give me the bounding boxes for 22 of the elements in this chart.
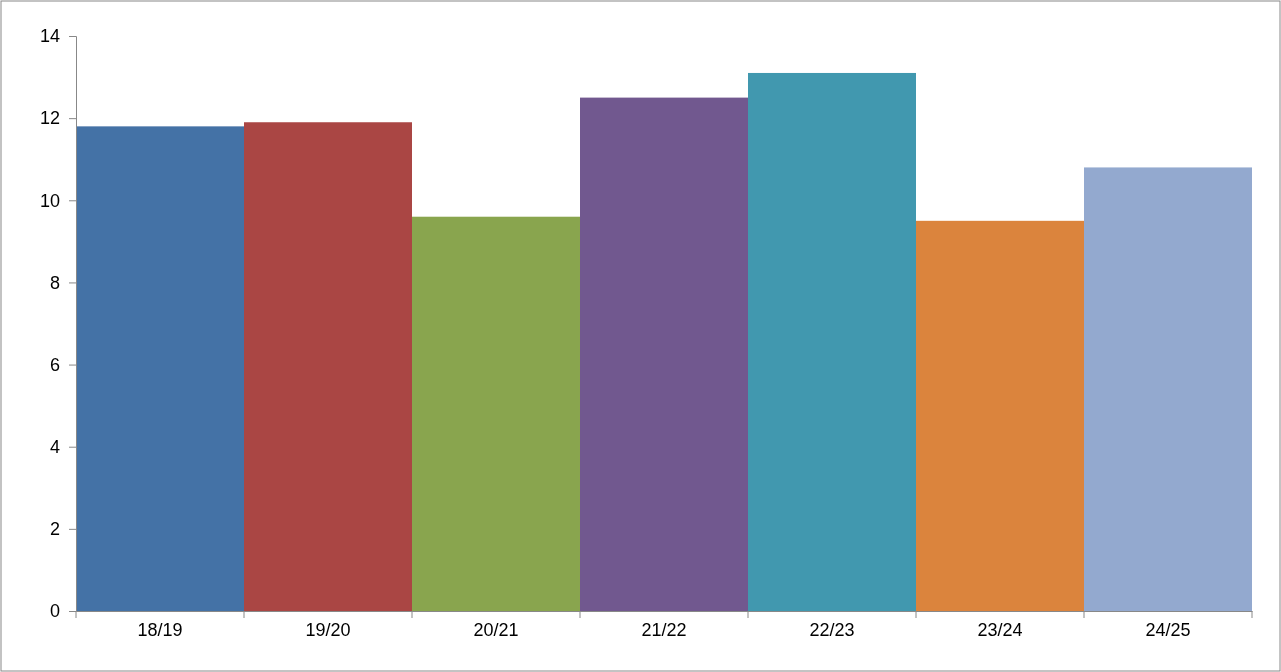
bar: [916, 220, 1084, 611]
y-tick-label: 0: [49, 601, 60, 622]
y-tick-label: 14: [39, 26, 60, 47]
bar: [412, 216, 580, 611]
y-tick-label: 2: [49, 519, 60, 540]
bar: [748, 72, 916, 611]
x-tick-label: 18/19: [137, 620, 183, 640]
bar: [76, 126, 244, 611]
y-tick-label: 4: [49, 436, 60, 457]
x-tick-label: 23/24: [977, 620, 1023, 640]
x-tick-label: 20/21: [473, 620, 519, 640]
y-tick-label: 10: [39, 190, 60, 211]
x-tick-label: 22/23: [809, 620, 855, 640]
x-tick-label: 19/20: [305, 620, 351, 640]
bar: [580, 97, 748, 611]
y-tick-label: 6: [49, 354, 60, 375]
x-tick-label: 24/25: [1145, 620, 1191, 640]
bar: [1084, 167, 1252, 611]
bar: [244, 122, 412, 611]
x-tick-label: 21/22: [641, 620, 687, 640]
y-tick-label: 12: [39, 108, 60, 129]
y-tick-label: 8: [49, 272, 60, 293]
